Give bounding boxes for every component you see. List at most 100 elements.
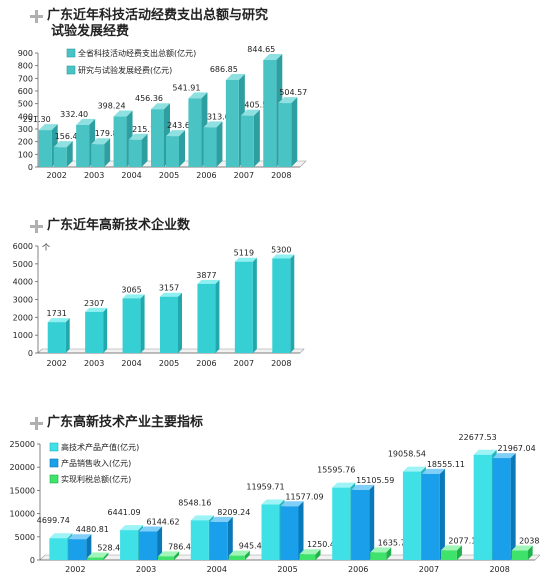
y-tick-label: 500: [18, 100, 33, 109]
bar-top: [158, 551, 180, 557]
bar-front: [209, 521, 228, 560]
bar-side: [179, 130, 185, 167]
data-label: 2077.18: [448, 536, 481, 545]
bar: [492, 453, 516, 560]
legend-swatch: [66, 65, 76, 75]
data-label: 504.57: [279, 88, 307, 97]
bar: [299, 549, 321, 560]
data-label: 18555.11: [427, 460, 465, 469]
bar-top: [128, 133, 148, 140]
bar-side: [141, 133, 148, 167]
y-tick-label: 0: [30, 556, 35, 565]
bar-front: [299, 554, 316, 560]
y-tick-label: 1000: [13, 331, 33, 340]
bar-top: [473, 449, 497, 455]
plus-icon: [30, 220, 43, 233]
bar-top: [228, 550, 250, 556]
x-tick-label: 2003: [136, 565, 156, 574]
data-label: 3065: [121, 285, 141, 294]
bar: [158, 551, 180, 560]
data-label: 528.42: [97, 544, 125, 553]
bar: [139, 526, 163, 560]
bar-front: [160, 296, 178, 353]
bar-top: [351, 484, 375, 490]
bar: [47, 318, 70, 353]
bar-top: [511, 545, 533, 551]
bar-top: [492, 453, 516, 459]
data-label: 945.47: [239, 542, 267, 551]
bar-side: [140, 294, 145, 353]
bar-front: [38, 130, 52, 167]
bar-side: [86, 534, 92, 560]
x-tick-label: 2008: [271, 359, 291, 368]
data-label: 398.24: [98, 102, 126, 111]
chart1-title: 广东近年科技活动经费支出总额与研究 试验发展经费: [30, 8, 268, 40]
bar-side: [215, 279, 220, 353]
bar-top: [47, 318, 70, 323]
bar-top: [299, 549, 321, 555]
bar-front: [47, 322, 66, 353]
bar-front: [228, 555, 245, 560]
bar-front: [91, 144, 105, 167]
bar-top: [225, 73, 245, 80]
bar-front: [87, 557, 104, 560]
bar: [38, 124, 58, 167]
bar-front: [421, 473, 440, 560]
y-tick-label: 400: [18, 112, 33, 121]
x-tick-label: 2002: [47, 359, 67, 368]
bar: [128, 133, 148, 167]
bar: [197, 279, 220, 353]
bar-side: [456, 545, 462, 560]
bar-front: [234, 261, 253, 353]
bar-front: [120, 530, 139, 560]
bar-front: [278, 103, 292, 167]
x-tick-label: 2004: [121, 171, 141, 180]
bar-front: [351, 489, 370, 560]
bar-top: [440, 545, 462, 551]
bar-front: [49, 538, 68, 560]
bar-side: [510, 453, 516, 560]
y-tick-label: 6000: [13, 242, 33, 251]
data-label: 15105.59: [356, 476, 394, 485]
bar-front: [332, 487, 351, 560]
chart2-title-text: 广东近年高新技术企业数: [47, 218, 191, 233]
y-tick-label: 3000: [13, 296, 33, 305]
data-label: 313.0: [207, 112, 230, 121]
bar-top: [272, 254, 295, 259]
bar-top: [234, 257, 257, 262]
data-label: 4480.81: [76, 525, 109, 534]
x-tick-label: 2004: [121, 359, 141, 368]
bar-top: [421, 468, 445, 474]
bar-side: [439, 468, 445, 560]
x-tick-label: 2007: [234, 171, 254, 180]
bar-front: [122, 298, 141, 353]
y-tick-label: 100: [18, 150, 33, 159]
bar-side: [253, 109, 260, 167]
bar-side: [252, 257, 257, 353]
bar-top: [188, 92, 208, 99]
data-label: 686.85: [210, 65, 238, 74]
bar-front: [402, 471, 421, 560]
bar-front: [113, 116, 127, 167]
bar-top: [166, 130, 185, 137]
bar-front: [240, 115, 254, 167]
x-tick-label: 2008: [489, 565, 509, 574]
y-tick-label: 5000: [13, 260, 33, 269]
bar-front: [370, 552, 387, 560]
bar-front: [203, 127, 217, 167]
chart2-title: 广东近年高新技术企业数: [30, 218, 190, 234]
bar-front: [53, 147, 67, 167]
legend-label: 研究与试验发展经费(亿元): [78, 65, 172, 75]
bar: [440, 545, 462, 560]
bar-top: [91, 138, 111, 145]
bar-side: [227, 516, 233, 560]
bar-side: [65, 318, 70, 353]
x-tick-label: 2007: [419, 565, 439, 574]
bar-top: [203, 121, 223, 128]
chart3-title: 广东高新技术产业主要指标: [30, 415, 203, 431]
bar-top: [76, 118, 96, 125]
bar-side: [386, 547, 392, 560]
plus-icon: [30, 417, 43, 430]
data-label: 2038.19: [519, 537, 540, 546]
bar-front: [197, 283, 216, 353]
